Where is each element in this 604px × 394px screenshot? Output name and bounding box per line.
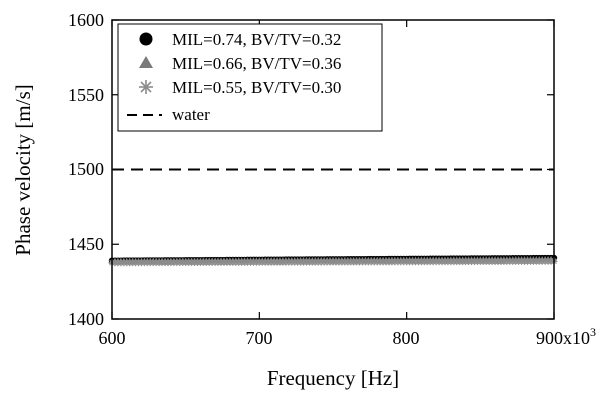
x-scale-label: x10 <box>563 328 590 348</box>
legend: MIL=0.74, BV/TV=0.32 MIL=0.66, BV/TV=0.3… <box>117 23 383 132</box>
y-tick-label-1400: 1400 <box>68 309 104 329</box>
legend-marker-circle <box>139 32 153 46</box>
legend-marker-triangle <box>139 56 153 68</box>
x-axis-label: Frequency [Hz] <box>267 366 399 390</box>
x-tick-900-value: 900 <box>536 328 563 348</box>
y-tick-label-1450: 1450 <box>68 234 104 254</box>
legend-label-series-3: MIL=0.55, BV/TV=0.30 <box>172 78 341 97</box>
y-axis-label: Phase velocity [m/s] <box>11 84 35 255</box>
axis-ticks <box>111 19 555 320</box>
legend-label-series-2: MIL=0.66, BV/TV=0.36 <box>172 54 341 73</box>
x-tick-label-700: 700 <box>246 328 273 348</box>
chart-marks <box>108 168 558 267</box>
x-tick-label-900: 900x103 <box>536 325 596 348</box>
legend-label-series-1: MIL=0.74, BV/TV=0.32 <box>172 30 341 49</box>
y-tick-label-1550: 1550 <box>68 85 104 105</box>
x-tick-label-600: 600 <box>99 328 126 348</box>
y-tick-label-1500: 1500 <box>68 159 104 179</box>
x-tick-label-800: 800 <box>393 328 420 348</box>
legend-marker-asterisk <box>139 80 153 94</box>
series-3-points <box>108 257 558 267</box>
legend-box <box>117 23 383 132</box>
x-scale-exponent: 3 <box>590 325 596 339</box>
y-tick-label-1600: 1600 <box>68 10 104 30</box>
legend-label-water: water <box>172 105 210 124</box>
